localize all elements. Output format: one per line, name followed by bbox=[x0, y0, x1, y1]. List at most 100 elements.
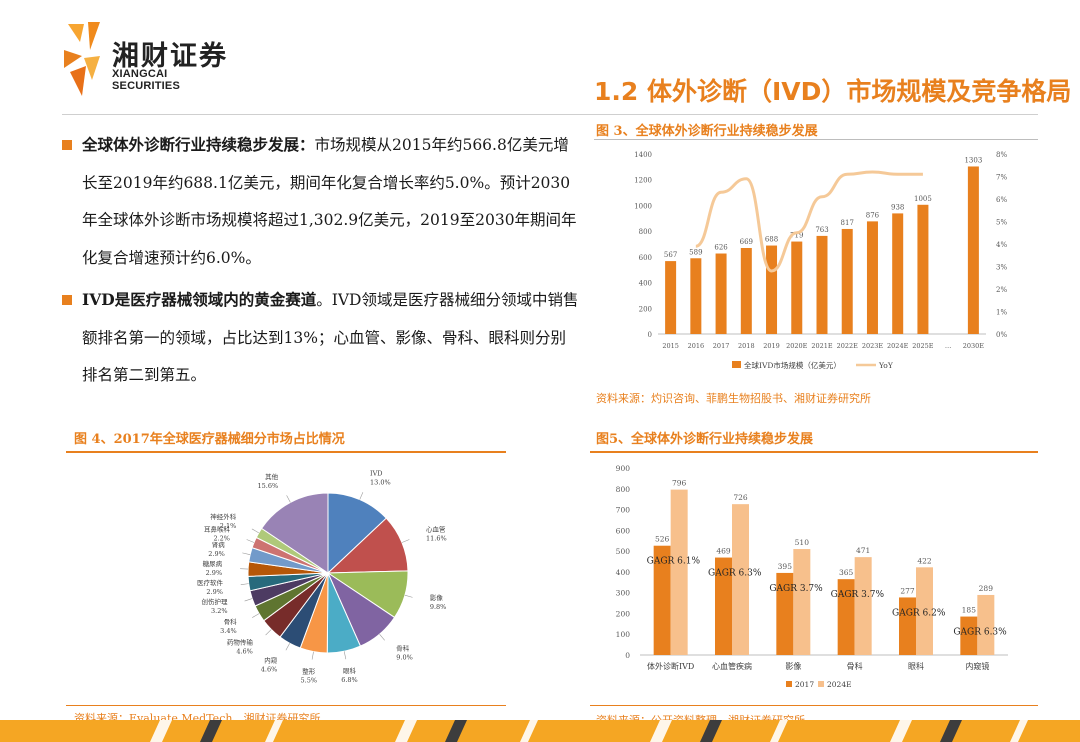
fig4-slice-label: 心血管 bbox=[426, 524, 446, 533]
fig5-y-tick-label: 500 bbox=[616, 547, 631, 556]
fig3-data-label: 688 bbox=[765, 236, 778, 244]
bullet-square-icon bbox=[62, 140, 72, 150]
fig4-pie-slice bbox=[260, 492, 329, 574]
fig3-y-tick-label: 0 bbox=[648, 331, 652, 339]
fig4-bottom-divider bbox=[66, 705, 506, 706]
fig3-x-tick-label: 2017 bbox=[713, 342, 730, 350]
fig5-data-label: 510 bbox=[795, 538, 810, 547]
fig4-slice-label: 肾病 bbox=[212, 540, 226, 549]
fig4-leader-line bbox=[379, 634, 385, 641]
fig5-bar bbox=[670, 489, 688, 655]
fig5-data-label: 526 bbox=[655, 535, 670, 544]
fig3-y-tick-label: 200 bbox=[639, 305, 652, 313]
fig3-x-tick-label: 2021E bbox=[811, 342, 833, 350]
fig5-data-label: 726 bbox=[733, 493, 748, 502]
fig3-bar bbox=[740, 247, 752, 334]
fig4-slice-label: 神经外科 bbox=[210, 512, 237, 521]
fig5-data-label: 277 bbox=[900, 586, 915, 595]
fig5-x-tick-label: 眼科 bbox=[908, 661, 924, 671]
bullet-text: 市场规模从2015年约566.8亿美元增长至2019年约688.1亿美元，期间年… bbox=[82, 136, 577, 267]
fig3-x-tick-label: 2020E bbox=[786, 342, 808, 350]
fig3-y2-tick-label: 0% bbox=[996, 331, 1007, 339]
fig3-bar bbox=[715, 253, 727, 334]
fig4-leader-line bbox=[404, 594, 413, 598]
fig5-bar bbox=[776, 572, 794, 655]
fig4-leader-line bbox=[242, 552, 251, 556]
logo-chinese-name: 湘财证券 bbox=[112, 41, 228, 72]
fig5-data-label: 471 bbox=[856, 546, 870, 555]
fig4-slice-value: 5.5% bbox=[301, 676, 318, 684]
fig5-x-tick-label: 内窥镜 bbox=[965, 661, 989, 671]
fig3-data-label: 817 bbox=[841, 219, 854, 227]
fig5-cagr-annotation: GAGR 6.3% bbox=[953, 628, 1007, 638]
fig3-y2-tick-label: 1% bbox=[996, 309, 1007, 317]
fig5-data-label: 422 bbox=[917, 556, 932, 565]
fig4-slice-value: 6.8% bbox=[341, 676, 358, 684]
fig4-slice-label: 影像 bbox=[430, 593, 444, 602]
fig3-y-tick-label: 1200 bbox=[634, 177, 652, 185]
fig4-slice-label: 糖尿病 bbox=[203, 559, 223, 568]
fig3-data-label: 938 bbox=[891, 203, 904, 211]
fig4-leader-line bbox=[246, 539, 255, 543]
fig3-bar bbox=[892, 213, 904, 334]
fig3-legend-line-label: YoY bbox=[878, 361, 894, 370]
fig3-bar bbox=[766, 245, 778, 334]
fig5-y-tick-label: 400 bbox=[616, 568, 631, 577]
fig5-x-tick-label: 心血管疾病 bbox=[712, 661, 752, 671]
fig4-leader-line bbox=[252, 613, 260, 618]
fig4-leader-line bbox=[401, 539, 410, 543]
fig3-x-tick-label: 2023E bbox=[862, 342, 884, 350]
fig3-x-tick-label: 2015 bbox=[662, 342, 679, 350]
fig4-leader-line bbox=[286, 495, 291, 503]
fig4-slice-value: 2.9% bbox=[208, 550, 225, 558]
fig5-legend-swatch-2017 bbox=[786, 681, 792, 687]
fig5-bar bbox=[653, 545, 671, 655]
fig5-cagr-annotation: GAGR 3.7% bbox=[769, 584, 823, 594]
fig5-y-tick-label: 0 bbox=[625, 651, 630, 660]
fig4-leader-line bbox=[285, 643, 290, 651]
fig4-slice-value: 13.0% bbox=[370, 479, 391, 487]
fig5-bottom-divider bbox=[590, 705, 1038, 706]
logo-english-name: XIANGCAI SECURITIES bbox=[112, 68, 181, 92]
fig5-cagr-annotation: GAGR 6.1% bbox=[647, 557, 701, 567]
fig4-title-divider bbox=[66, 451, 506, 453]
fig4-slice-label: IVD bbox=[370, 470, 382, 478]
fig5-data-label: 365 bbox=[839, 568, 854, 577]
fig5-bar bbox=[793, 549, 811, 655]
fig5-title-divider bbox=[590, 451, 1038, 453]
fig3-y2-tick-label: 5% bbox=[996, 219, 1007, 227]
fig5-legend-label-2017: 2017 bbox=[795, 680, 814, 689]
fig5-bar bbox=[837, 579, 855, 655]
fig3-y-tick-label: 600 bbox=[639, 254, 652, 262]
fig3-legend-bar-swatch bbox=[732, 361, 741, 368]
fig5-y-tick-label: 800 bbox=[616, 485, 631, 494]
fig3-bar bbox=[816, 235, 828, 334]
fig4-slice-value: 9.0% bbox=[396, 654, 413, 662]
fig3-x-tick-label: 2016 bbox=[688, 342, 705, 350]
fig3-bar bbox=[967, 166, 979, 334]
fig5-data-label: 469 bbox=[716, 547, 731, 556]
fig3-y2-tick-label: 6% bbox=[996, 196, 1007, 204]
fig4-leader-line bbox=[244, 598, 253, 602]
fig5-y-tick-label: 200 bbox=[616, 609, 631, 618]
fig4-leader-line bbox=[251, 528, 259, 534]
fig4-slice-label: 内窥 bbox=[264, 655, 278, 664]
fig5-bar bbox=[977, 594, 995, 655]
bullet-lead: 全球体外诊断行业持续稳步发展： bbox=[82, 135, 315, 154]
fig3-yoy-line bbox=[695, 170, 923, 273]
fig4-leader-line bbox=[311, 651, 314, 660]
fig3-data-label: 876 bbox=[866, 211, 880, 219]
fig3-data-label: 1303 bbox=[964, 156, 982, 164]
fig4-slice-value: 2.9% bbox=[206, 569, 223, 577]
fig3-data-label: 669 bbox=[740, 238, 753, 246]
fig4-slice-label: 其他 bbox=[265, 472, 279, 481]
fig5-data-label: 796 bbox=[672, 479, 687, 488]
fig3-chart: 0 200 400 600 800 1000 1200 1400 0% 1% 2% 3% 4% 5% 6% 7… bbox=[634, 151, 1007, 370]
fig3-data-label: 567 bbox=[664, 251, 677, 259]
fig4-slice-label: 骨科 bbox=[396, 644, 410, 653]
fig3-x-tick-label: 2022E bbox=[837, 342, 859, 350]
fig5-data-label: 395 bbox=[778, 562, 793, 571]
footer-stripe-band bbox=[0, 720, 1080, 742]
fig4-leader-line bbox=[343, 651, 347, 660]
fig3-y2-tick-label: 3% bbox=[996, 264, 1007, 272]
